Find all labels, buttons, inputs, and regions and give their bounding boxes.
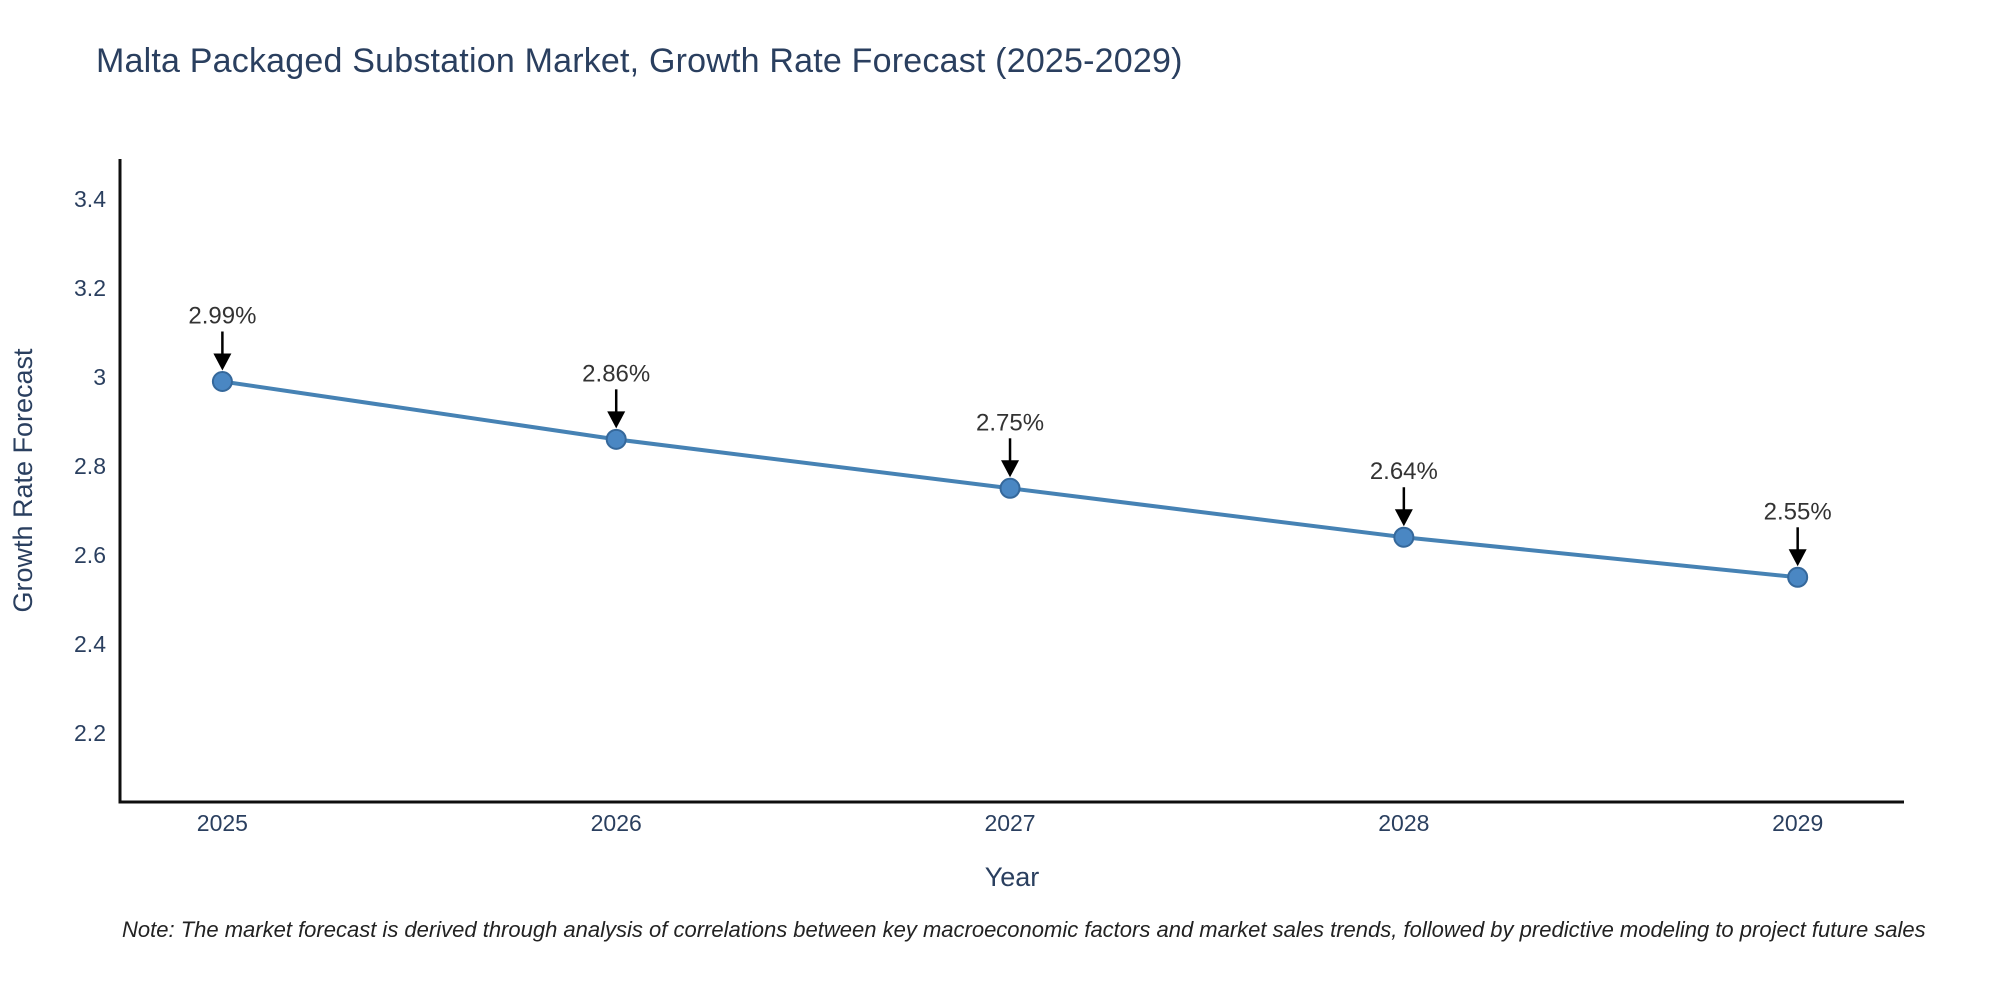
y-tick-label: 3.2: [74, 275, 106, 301]
annotation-arrowhead: [1001, 460, 1020, 478]
data-point-marker: [1787, 566, 1809, 588]
y-tick-label: 2.4: [74, 631, 106, 657]
x-tick-label: 2028: [1378, 810, 1429, 836]
data-point-marker: [605, 428, 627, 450]
annotation-arrowhead: [1788, 549, 1807, 567]
data-point-label: 2.86%: [582, 360, 650, 387]
x-tick-label: 2026: [591, 810, 642, 836]
y-axis-title: Growth Rate Forecast: [8, 348, 38, 613]
data-point-label: 2.75%: [976, 409, 1044, 436]
axis-lines: [118, 159, 1904, 804]
y-tick-label: 2.6: [74, 542, 106, 568]
x-tick-label: 2029: [1772, 810, 1823, 836]
y-tick-label: 3: [93, 364, 106, 390]
data-point-marker: [1393, 526, 1415, 548]
data-point-label: 2.55%: [1764, 498, 1832, 525]
annotation-arrowhead: [1394, 509, 1413, 527]
footnote: Note: The market forecast is derived thr…: [122, 917, 1926, 942]
data-point-marker: [211, 370, 233, 392]
annotation-arrowhead: [607, 411, 626, 429]
x-tick-label: 2027: [984, 810, 1035, 836]
data-point-marker: [999, 477, 1021, 499]
annotation-arrowhead: [213, 353, 232, 371]
data-point-label: 2.99%: [188, 302, 256, 329]
x-tick-label: 2025: [197, 810, 248, 836]
data-point-label: 2.64%: [1370, 458, 1438, 485]
y-tick-label: 2.2: [74, 720, 106, 746]
chart-title: Malta Packaged Substation Market, Growth…: [96, 42, 1183, 80]
y-tick-label: 3.4: [74, 186, 106, 212]
y-tick-label: 2.8: [74, 453, 106, 479]
x-axis-title: Year: [985, 862, 1040, 892]
